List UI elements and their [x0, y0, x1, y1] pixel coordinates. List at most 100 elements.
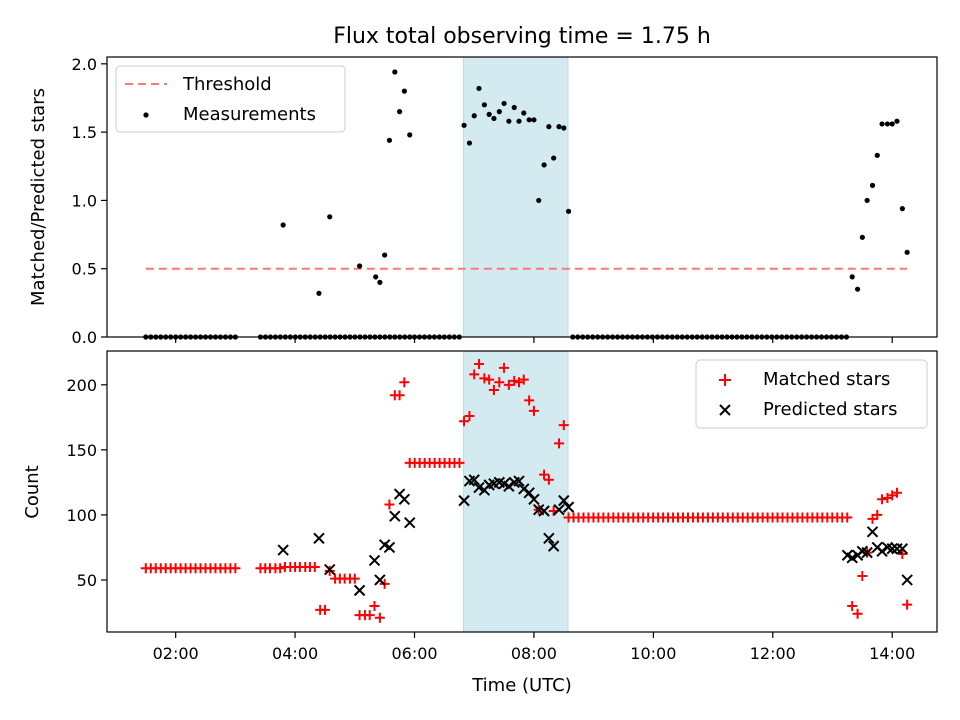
- matched-stars-point: [509, 375, 520, 386]
- measurements-point: [565, 208, 572, 214]
- matched-stars-point: [847, 600, 858, 611]
- matched-stars-point: [842, 512, 853, 523]
- matched-stars-point: [528, 405, 539, 416]
- measurements-point: [884, 121, 891, 127]
- predicted-stars-point: [353, 584, 366, 597]
- measurements-point: [551, 155, 557, 161]
- predicted-stars-point: [538, 505, 550, 517]
- top-panel: 0.00.51.01.52.0 Matched/Predicted stars …: [28, 55, 938, 347]
- measurements-legend-label: Measurements: [183, 104, 316, 125]
- measurements-legend-handle: [143, 112, 149, 118]
- predicted-stars-point: [503, 480, 515, 493]
- bottom-y-axis-label: Count: [22, 465, 43, 518]
- top-x-ticks: [175, 337, 893, 343]
- predicted-stars-point: [553, 504, 565, 516]
- bottom-x-tick-label: 04:00: [272, 644, 318, 663]
- predicted-stars-point: [562, 501, 575, 513]
- predicted-stars-point: [861, 546, 873, 559]
- matched-stars-point: [518, 374, 529, 385]
- measurements-point: [491, 115, 497, 122]
- predicted-stars-point: [886, 543, 898, 555]
- predicted-stars-point: [513, 475, 525, 487]
- measurements-point: [894, 118, 900, 124]
- predicted-stars-point: [313, 532, 325, 545]
- predicted-stars-point: [543, 532, 555, 545]
- measurements-point: [501, 100, 507, 107]
- matched-stars-point: [902, 599, 913, 610]
- predicted-legend-handle: [719, 404, 731, 416]
- measurements-point: [854, 286, 861, 292]
- measurements-point: [471, 113, 477, 119]
- measurements-point: [476, 85, 482, 92]
- predicted-stars-point: [277, 544, 289, 556]
- matched-stars-point: [524, 395, 535, 406]
- predicted-stars-point: [404, 517, 416, 529]
- top-y-ticks: 0.0 0.5 1.0 1.5 2.0: [72, 55, 107, 347]
- matched-stars-point: [852, 608, 863, 619]
- matched-stars-point: [877, 494, 888, 505]
- matched-stars-point: [543, 474, 554, 485]
- matched-stars-point: [484, 374, 495, 385]
- measurements-point: [466, 140, 473, 146]
- bottom-x-tick-label: 08:00: [511, 644, 557, 663]
- matched-stars-point: [275, 563, 286, 574]
- measurements-point: [356, 263, 363, 269]
- measurements-point: [386, 137, 393, 143]
- figure-title: Flux total observing time = 1.75 h: [333, 24, 711, 49]
- measurements-point: [546, 124, 552, 130]
- matched-stars-point: [469, 369, 480, 380]
- matched-stars-point: [384, 499, 395, 510]
- measurements-point: [377, 279, 383, 285]
- bottom-y-tick-label: 50: [77, 571, 97, 590]
- matched-stars-point: [464, 411, 475, 422]
- matched-stars-point: [554, 438, 565, 449]
- measurements-point: [521, 110, 527, 116]
- predicted-stars-point: [398, 493, 411, 506]
- bottom-legend: Matched stars Predicted stars: [695, 359, 928, 429]
- measurements-point: [531, 117, 537, 123]
- measurements-point: [382, 252, 388, 258]
- matched-stars-point: [349, 573, 360, 584]
- matched-stars-point: [539, 469, 550, 480]
- measurements-point: [516, 118, 522, 124]
- predicted-stars-point: [876, 545, 888, 558]
- bottom-x-tick-label: 14:00: [869, 644, 915, 663]
- measurements-point: [496, 109, 502, 115]
- matched-stars-point: [503, 379, 514, 390]
- measurements-point: [864, 197, 870, 204]
- bottom-x-tick-label: 12:00: [750, 644, 796, 663]
- bottom-x-tick-label: 02:00: [153, 644, 199, 663]
- bottom-legend-box: [695, 359, 928, 429]
- measurements-point: [506, 118, 512, 124]
- matched-stars-point: [494, 377, 505, 388]
- matched-stars-point: [479, 373, 490, 384]
- top-observing-window: [462, 56, 569, 338]
- measurements-point: [879, 121, 885, 127]
- predicted-legend-label: Predicted stars: [763, 399, 897, 420]
- matched-stars-point: [364, 610, 375, 621]
- top-y-tick-label: 2.0: [72, 55, 97, 74]
- measurements-point: [511, 104, 517, 111]
- top-y-tick-label: 1.0: [72, 191, 97, 210]
- measurements-point: [327, 214, 333, 220]
- matched-stars-point: [394, 390, 405, 401]
- measurements-point: [401, 88, 407, 94]
- measurements-point: [889, 121, 895, 127]
- x-axis-label: Time (UTC): [471, 675, 572, 696]
- measurements-point: [536, 197, 542, 204]
- matched-stars-point: [488, 385, 499, 396]
- top-y-axis-label: Matched/Predicted stars: [28, 88, 49, 306]
- predicted-stars-point: [518, 483, 530, 495]
- matched-stars-point: [499, 362, 510, 373]
- measurements-point: [849, 274, 855, 280]
- bottom-x-tick-label: 06:00: [391, 644, 437, 663]
- bottom-axes-frame: [106, 350, 938, 633]
- predicted-stars-point: [468, 474, 480, 486]
- measurements-point: [280, 222, 286, 228]
- measurements-point: [541, 162, 547, 168]
- measurements-point: [869, 182, 876, 188]
- matched-stars-point: [897, 548, 908, 559]
- bottom-y-tick-label: 100: [66, 506, 97, 525]
- predicted-stars-point: [374, 574, 386, 586]
- predicted-stars-point: [389, 510, 401, 522]
